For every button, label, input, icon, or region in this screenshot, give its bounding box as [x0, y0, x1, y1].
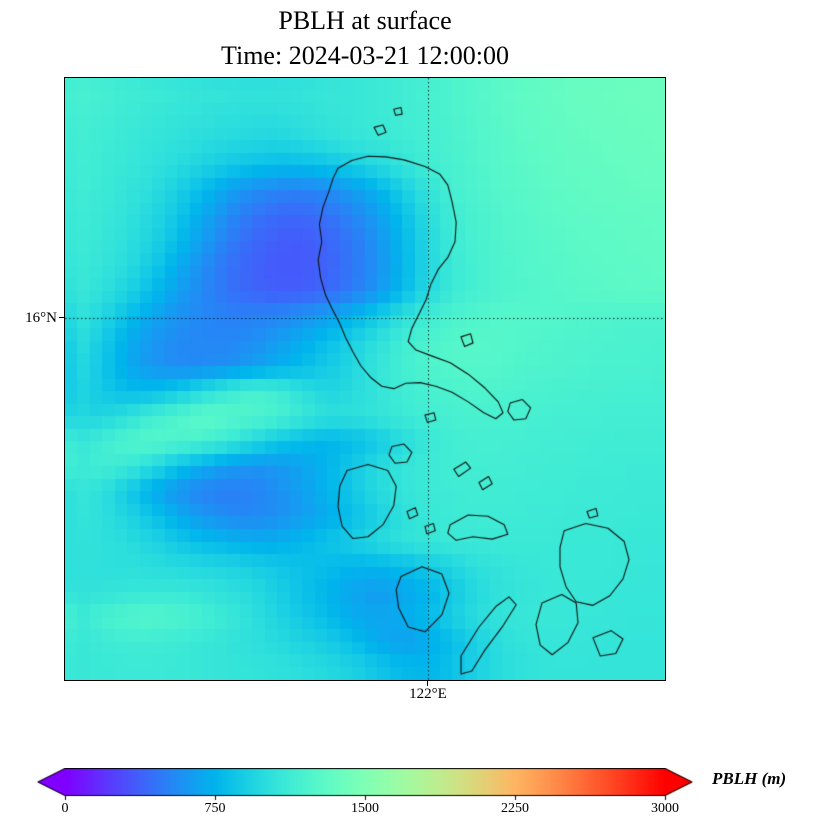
plot-title: PBLH at surface [278, 6, 452, 35]
colorbar-canvas [37, 768, 693, 802]
colorbar-tick-label: 2250 [501, 801, 529, 816]
y-axis-tick [59, 317, 64, 318]
x-tick-label: 122°E [409, 686, 447, 702]
colorbar-tick-label: 0 [61, 801, 69, 816]
colorbar-label: PBLH (m) [712, 769, 787, 788]
plot-subtitle: Time: 2024-03-21 12:00:00 [221, 41, 509, 70]
colorbar-tick-label: 1500 [351, 801, 379, 816]
y-tick-label: 16°N [25, 310, 57, 326]
map-area [64, 77, 666, 681]
colorbar-tick-label: 3000 [651, 801, 679, 816]
map-canvas [65, 78, 665, 680]
colorbar-tick-label: 750 [204, 801, 226, 816]
x-axis-tick [427, 681, 428, 686]
title-block: PBLH at surface Time: 2024-03-21 12:00:0… [65, 4, 665, 74]
